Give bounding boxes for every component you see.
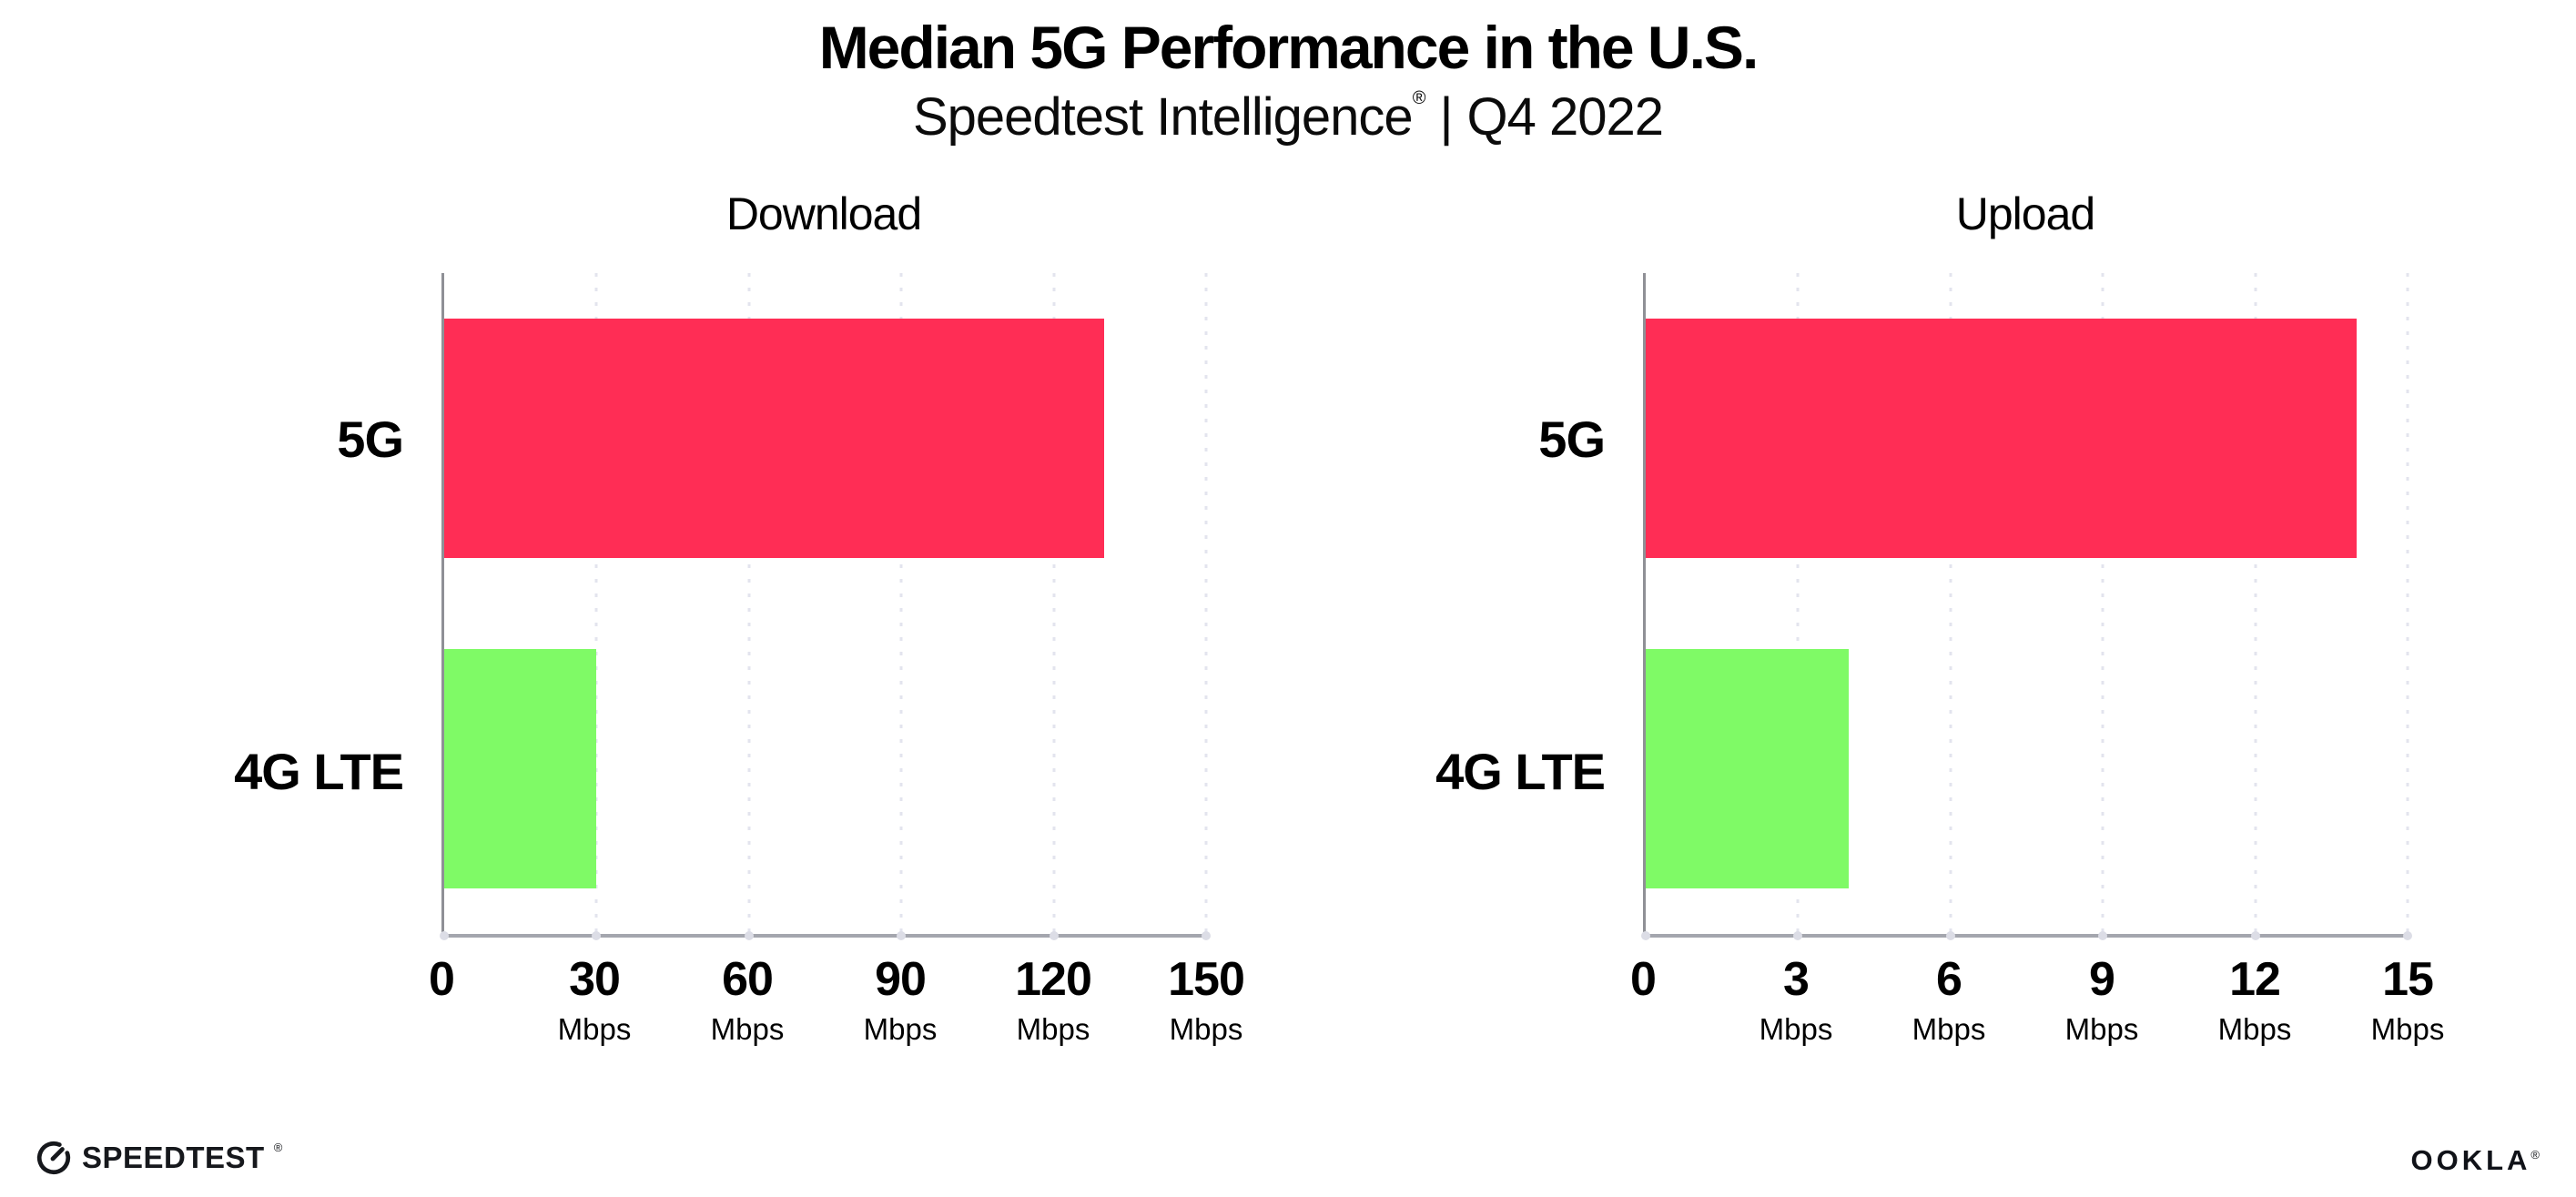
page-title: Median 5G Performance in the U.S. <box>818 14 1760 81</box>
subtitle-brand: Speedtest Intelligence <box>912 86 1414 147</box>
x-axis-ticks: 0 30 Mbps 60 Mbps 90 Mbps 120 Mbps 150 Mbps <box>429 953 1245 1090</box>
x-tick-unit: Mbps <box>2064 1012 2139 1047</box>
charts-row: Download 5G 4G LTE 0 30 Mbps 60 Mbps 90 Mbps 120 Mb… <box>0 188 2576 1090</box>
x-tick: 12 Mbps <box>2218 956 2292 1044</box>
axis-tick-dot <box>1641 931 1650 941</box>
ookla-registered-mark: ® <box>2530 1148 2540 1161</box>
x-tick: 9 Mbps <box>2065 956 2139 1044</box>
gridline <box>1949 273 1952 935</box>
x-tick-unit: Mbps <box>1016 1012 1090 1047</box>
x-tick-value: 30 <box>569 953 621 1007</box>
axis-tick-dot <box>1202 931 1211 941</box>
x-tick: 3 Mbps <box>1760 956 1833 1044</box>
registered-trademark-mark: ® <box>1412 87 1426 108</box>
x-tick-value: 120 <box>1015 953 1092 1007</box>
ookla-wordmark: OOKLA <box>2410 1144 2531 1176</box>
x-tick: 0 <box>429 953 455 1014</box>
axis-tick-dot <box>897 931 907 941</box>
x-tick-value: 9 <box>2089 953 2115 1007</box>
axis-tick-dot <box>1049 931 1059 941</box>
x-tick-value: 0 <box>429 953 455 1007</box>
subtitle-separator: | <box>1439 86 1453 147</box>
x-tick-value: 150 <box>1168 953 1245 1007</box>
x-tick-unit: Mbps <box>557 1012 632 1047</box>
x-tick: 90 Mbps <box>864 956 938 1044</box>
x-tick-value: 60 <box>722 953 774 1007</box>
x-tick-unit: Mbps <box>2217 1012 2292 1047</box>
gridline <box>2406 273 2409 935</box>
gridline <box>594 273 598 935</box>
x-tick-unit: Mbps <box>2370 1012 2445 1047</box>
speedtest-wordmark: SPEEDTEST <box>82 1141 265 1174</box>
gridline <box>1204 273 1208 935</box>
chart-title-upload: Upload <box>1955 188 2095 240</box>
x-tick-value: 3 <box>1783 953 1810 1007</box>
category-label-5g: 5G <box>337 411 404 469</box>
x-tick-unit: Mbps <box>710 1012 785 1047</box>
x-tick-unit: Mbps <box>863 1012 938 1047</box>
gridline <box>899 273 903 935</box>
x-tick-value: 90 <box>875 953 927 1007</box>
speedtest-registered-mark: ® <box>273 1140 283 1154</box>
gridline <box>1796 273 1800 935</box>
x-tick-value: 6 <box>1936 953 1962 1007</box>
x-tick-unit: Mbps <box>1759 1012 1833 1047</box>
bar-5g <box>444 319 1105 559</box>
bar-4g-lte <box>1646 649 1850 889</box>
plot-area-upload <box>1641 273 2412 941</box>
chart-upload: Upload 5G 4G LTE 0 3 Mbps 6 Mbps 9 Mbps 12 Mbps 15 Mb… <box>1370 188 2444 1090</box>
plot-area-download <box>440 273 1211 941</box>
axis-tick-dot <box>2250 931 2260 941</box>
axis-tick-dot <box>1945 931 1955 941</box>
gridline <box>747 273 751 935</box>
bar-band <box>444 273 1206 604</box>
x-tick-value: 15 <box>2382 953 2434 1007</box>
category-labels: 5G 4G LTE <box>1370 273 1643 938</box>
x-tick-value: 0 <box>1630 953 1657 1007</box>
bar-4g-lte <box>444 649 597 889</box>
x-tick: 15 Mbps <box>2371 956 2445 1044</box>
x-tick: 60 Mbps <box>711 956 785 1044</box>
axis-tick-dot <box>592 931 602 941</box>
axis-tick-dot <box>1793 931 1803 941</box>
footer: SPEEDTEST ® OOKLA® <box>35 1139 2540 1177</box>
x-axis-ticks: 0 3 Mbps 6 Mbps 9 Mbps 12 Mbps 15 Mbps <box>1630 956 2444 1090</box>
x-tick-value: 12 <box>2229 953 2281 1007</box>
chart-title-download: Download <box>725 188 922 240</box>
axis-tick-dot <box>2098 931 2108 941</box>
page-subtitle: Speedtest Intelligence® | Q4 2022 <box>0 86 2576 147</box>
subtitle-period: Q4 2022 <box>1466 86 1665 147</box>
x-tick: 120 Mbps <box>1015 953 1092 1047</box>
bar-5g <box>1646 319 2358 559</box>
axis-tick-dot <box>744 931 754 941</box>
category-label-4g-lte: 4G LTE <box>1435 743 1606 801</box>
speedtest-logo: SPEEDTEST ® <box>35 1139 282 1177</box>
x-tick-unit: Mbps <box>1912 1012 1986 1047</box>
bar-band <box>1646 273 2408 604</box>
axis-tick-dot <box>2403 931 2412 941</box>
x-tick: 6 Mbps <box>1912 956 1986 1044</box>
chart-download: Download 5G 4G LTE 0 30 Mbps 60 Mbps 90 Mbps 120 Mb… <box>168 188 1245 1090</box>
x-tick: 30 Mbps <box>558 956 632 1044</box>
x-tick-unit: Mbps <box>1169 1012 1243 1047</box>
gridline <box>2254 273 2257 935</box>
bar-band <box>444 604 1206 934</box>
ookla-logo: OOKLA® <box>2410 1144 2540 1177</box>
gridline <box>1052 273 1056 935</box>
category-labels: 5G 4G LTE <box>168 273 441 938</box>
header: Median 5G Performance in the U.S. Speedt… <box>0 0 2576 146</box>
bar-band <box>1646 604 2408 934</box>
category-label-5g: 5G <box>1538 411 1606 469</box>
speedtest-gauge-icon <box>36 1141 71 1175</box>
x-tick: 150 Mbps <box>1168 953 1245 1047</box>
gridline <box>2101 273 2104 935</box>
axis-tick-dot <box>440 931 449 941</box>
x-tick: 0 <box>1630 953 1657 1014</box>
category-label-4g-lte: 4G LTE <box>234 743 404 801</box>
